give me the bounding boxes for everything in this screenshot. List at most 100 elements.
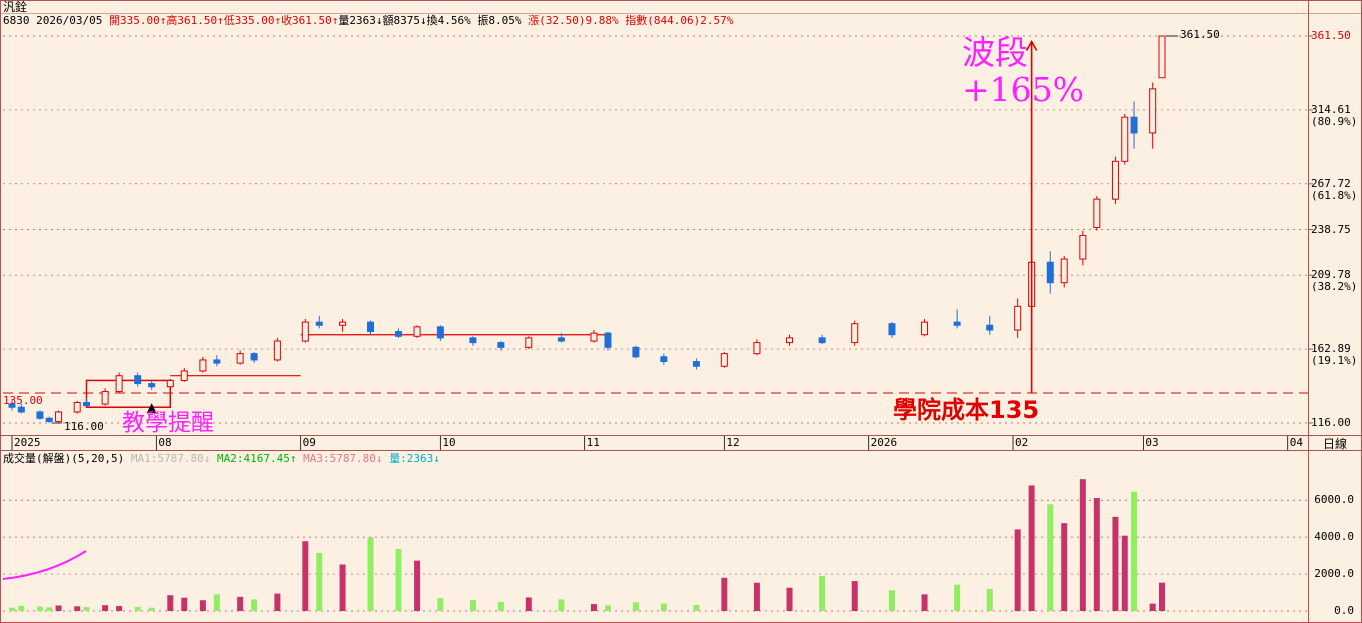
high-price: 高361.50↑: [166, 14, 224, 27]
candle-body: [525, 337, 533, 348]
candle-body: [45, 417, 53, 422]
volume-bar: [954, 584, 961, 611]
high-price-label: 361.50: [1180, 28, 1220, 41]
volume-bar: [9, 607, 15, 611]
price-tick-percent: (61.8%): [1311, 188, 1358, 202]
candle-body: [1093, 198, 1101, 229]
candle-body: [148, 383, 156, 388]
low-price-label: 116.00: [64, 420, 104, 433]
volume-bar: [693, 605, 700, 611]
price-tick-percent: (80.9%): [1311, 114, 1358, 128]
volume-bar: [134, 606, 141, 611]
candle-body: [720, 353, 728, 367]
candle-body: [73, 402, 81, 413]
candle-body: [36, 411, 44, 419]
volume-bar: [1131, 491, 1138, 611]
volume-bar: [74, 606, 81, 611]
volume-bar: [819, 576, 826, 611]
wave-annotation: 波段 +165%: [962, 34, 1084, 108]
period-label[interactable]: 日線: [1323, 437, 1348, 451]
volume-tick-label: 2000.0: [1314, 567, 1354, 581]
volume-bar: [316, 552, 323, 611]
volume-tick-label: 0.0: [1334, 604, 1354, 617]
volume-bar: [1014, 529, 1021, 611]
candle-body: [632, 346, 640, 358]
volume-bar: [851, 581, 858, 611]
volume-bar: [1121, 535, 1128, 611]
candle-body: [250, 353, 258, 361]
volume-bar: [213, 594, 220, 611]
volume-bar: [55, 605, 62, 611]
candle-body: [134, 375, 142, 385]
volume-bar: [148, 607, 155, 611]
amplitude-value: 振8.05%: [477, 14, 522, 27]
close-price: 收361.50↑: [281, 14, 339, 27]
candle-body: [953, 321, 961, 326]
volume-bar: [251, 599, 258, 611]
time-tick-label: 2026: [870, 436, 898, 449]
volume-bar: [181, 597, 188, 611]
volume-value: 量2363↓: [338, 14, 383, 27]
volume-bar: [1093, 498, 1100, 611]
candle-body: [1060, 258, 1068, 284]
time-tick-label: 04: [1289, 436, 1303, 449]
volume-title: 成交量(解盤)(5,20,5): [3, 452, 125, 465]
candle-body: [660, 356, 668, 363]
price-tick-label: 209.78: [1311, 268, 1351, 282]
price-tick-percent: (38.2%): [1311, 280, 1358, 294]
volume-ma3: MA3:5787.80↓: [303, 452, 383, 465]
teach-highlight-box: [85, 379, 172, 408]
candle-body: [753, 342, 761, 355]
change-value: 漲(32.50)9.88%: [528, 14, 619, 27]
volume-bar: [302, 541, 309, 611]
volume-bar: [753, 582, 760, 611]
candle-body: [180, 370, 188, 381]
wave-arrow-head: [1025, 39, 1038, 51]
time-tick-label: 03: [1145, 436, 1159, 449]
wave-annotation-title: 波段: [962, 33, 1028, 72]
candle-body: [888, 323, 896, 336]
candle-body: [921, 321, 929, 336]
low-price: 低335.00↑: [223, 14, 282, 27]
volume-bar: [1028, 485, 1035, 611]
volume-bar: [199, 600, 206, 611]
volume-bar: [1159, 582, 1165, 611]
volume-bar: [921, 594, 928, 611]
volume-bar: [525, 597, 532, 611]
volume-bar: [36, 606, 43, 611]
candle-body: [236, 353, 244, 364]
candle-body: [1149, 88, 1157, 134]
wave-annotation-percent: +165%: [962, 70, 1084, 109]
price-tick-label: 162.89: [1311, 342, 1351, 356]
volume-ma-curve: [2, 550, 87, 580]
candle-body: [436, 326, 444, 339]
candle-body: [115, 375, 123, 392]
volume-ma2: MA2:4167.45↑: [216, 452, 297, 465]
volume-bar: [18, 605, 25, 611]
cost-annotation: 學院成本135: [893, 396, 1040, 424]
volume-tick-label: 4000.0: [1314, 530, 1354, 544]
quote-date: 2026/03/05: [36, 14, 103, 27]
candle-body: [394, 331, 402, 337]
time-tick-label: 08: [158, 436, 172, 449]
candle-body: [273, 340, 281, 361]
volume-bar: [604, 605, 611, 611]
price-tick-label: 116.00: [1311, 416, 1351, 429]
price-tick-label: 361.50: [1311, 29, 1351, 42]
candle-body: [1158, 35, 1166, 79]
candle-body: [1130, 116, 1138, 134]
volume-bar: [1079, 479, 1086, 611]
candle-body: [213, 359, 221, 364]
candle-body: [367, 321, 375, 333]
volume-bar: [590, 604, 597, 611]
amount-value: 額8375↓: [382, 14, 427, 27]
volume-bar: [339, 564, 346, 611]
teach-arrow-icon: [146, 403, 157, 414]
turnover-value: 換4.56%: [426, 14, 471, 27]
candle-body: [82, 402, 90, 407]
time-tick-label: 12: [726, 436, 740, 449]
candle-body: [986, 324, 994, 331]
price-tick-label: 238.75: [1311, 222, 1351, 236]
candle-body: [166, 379, 174, 388]
